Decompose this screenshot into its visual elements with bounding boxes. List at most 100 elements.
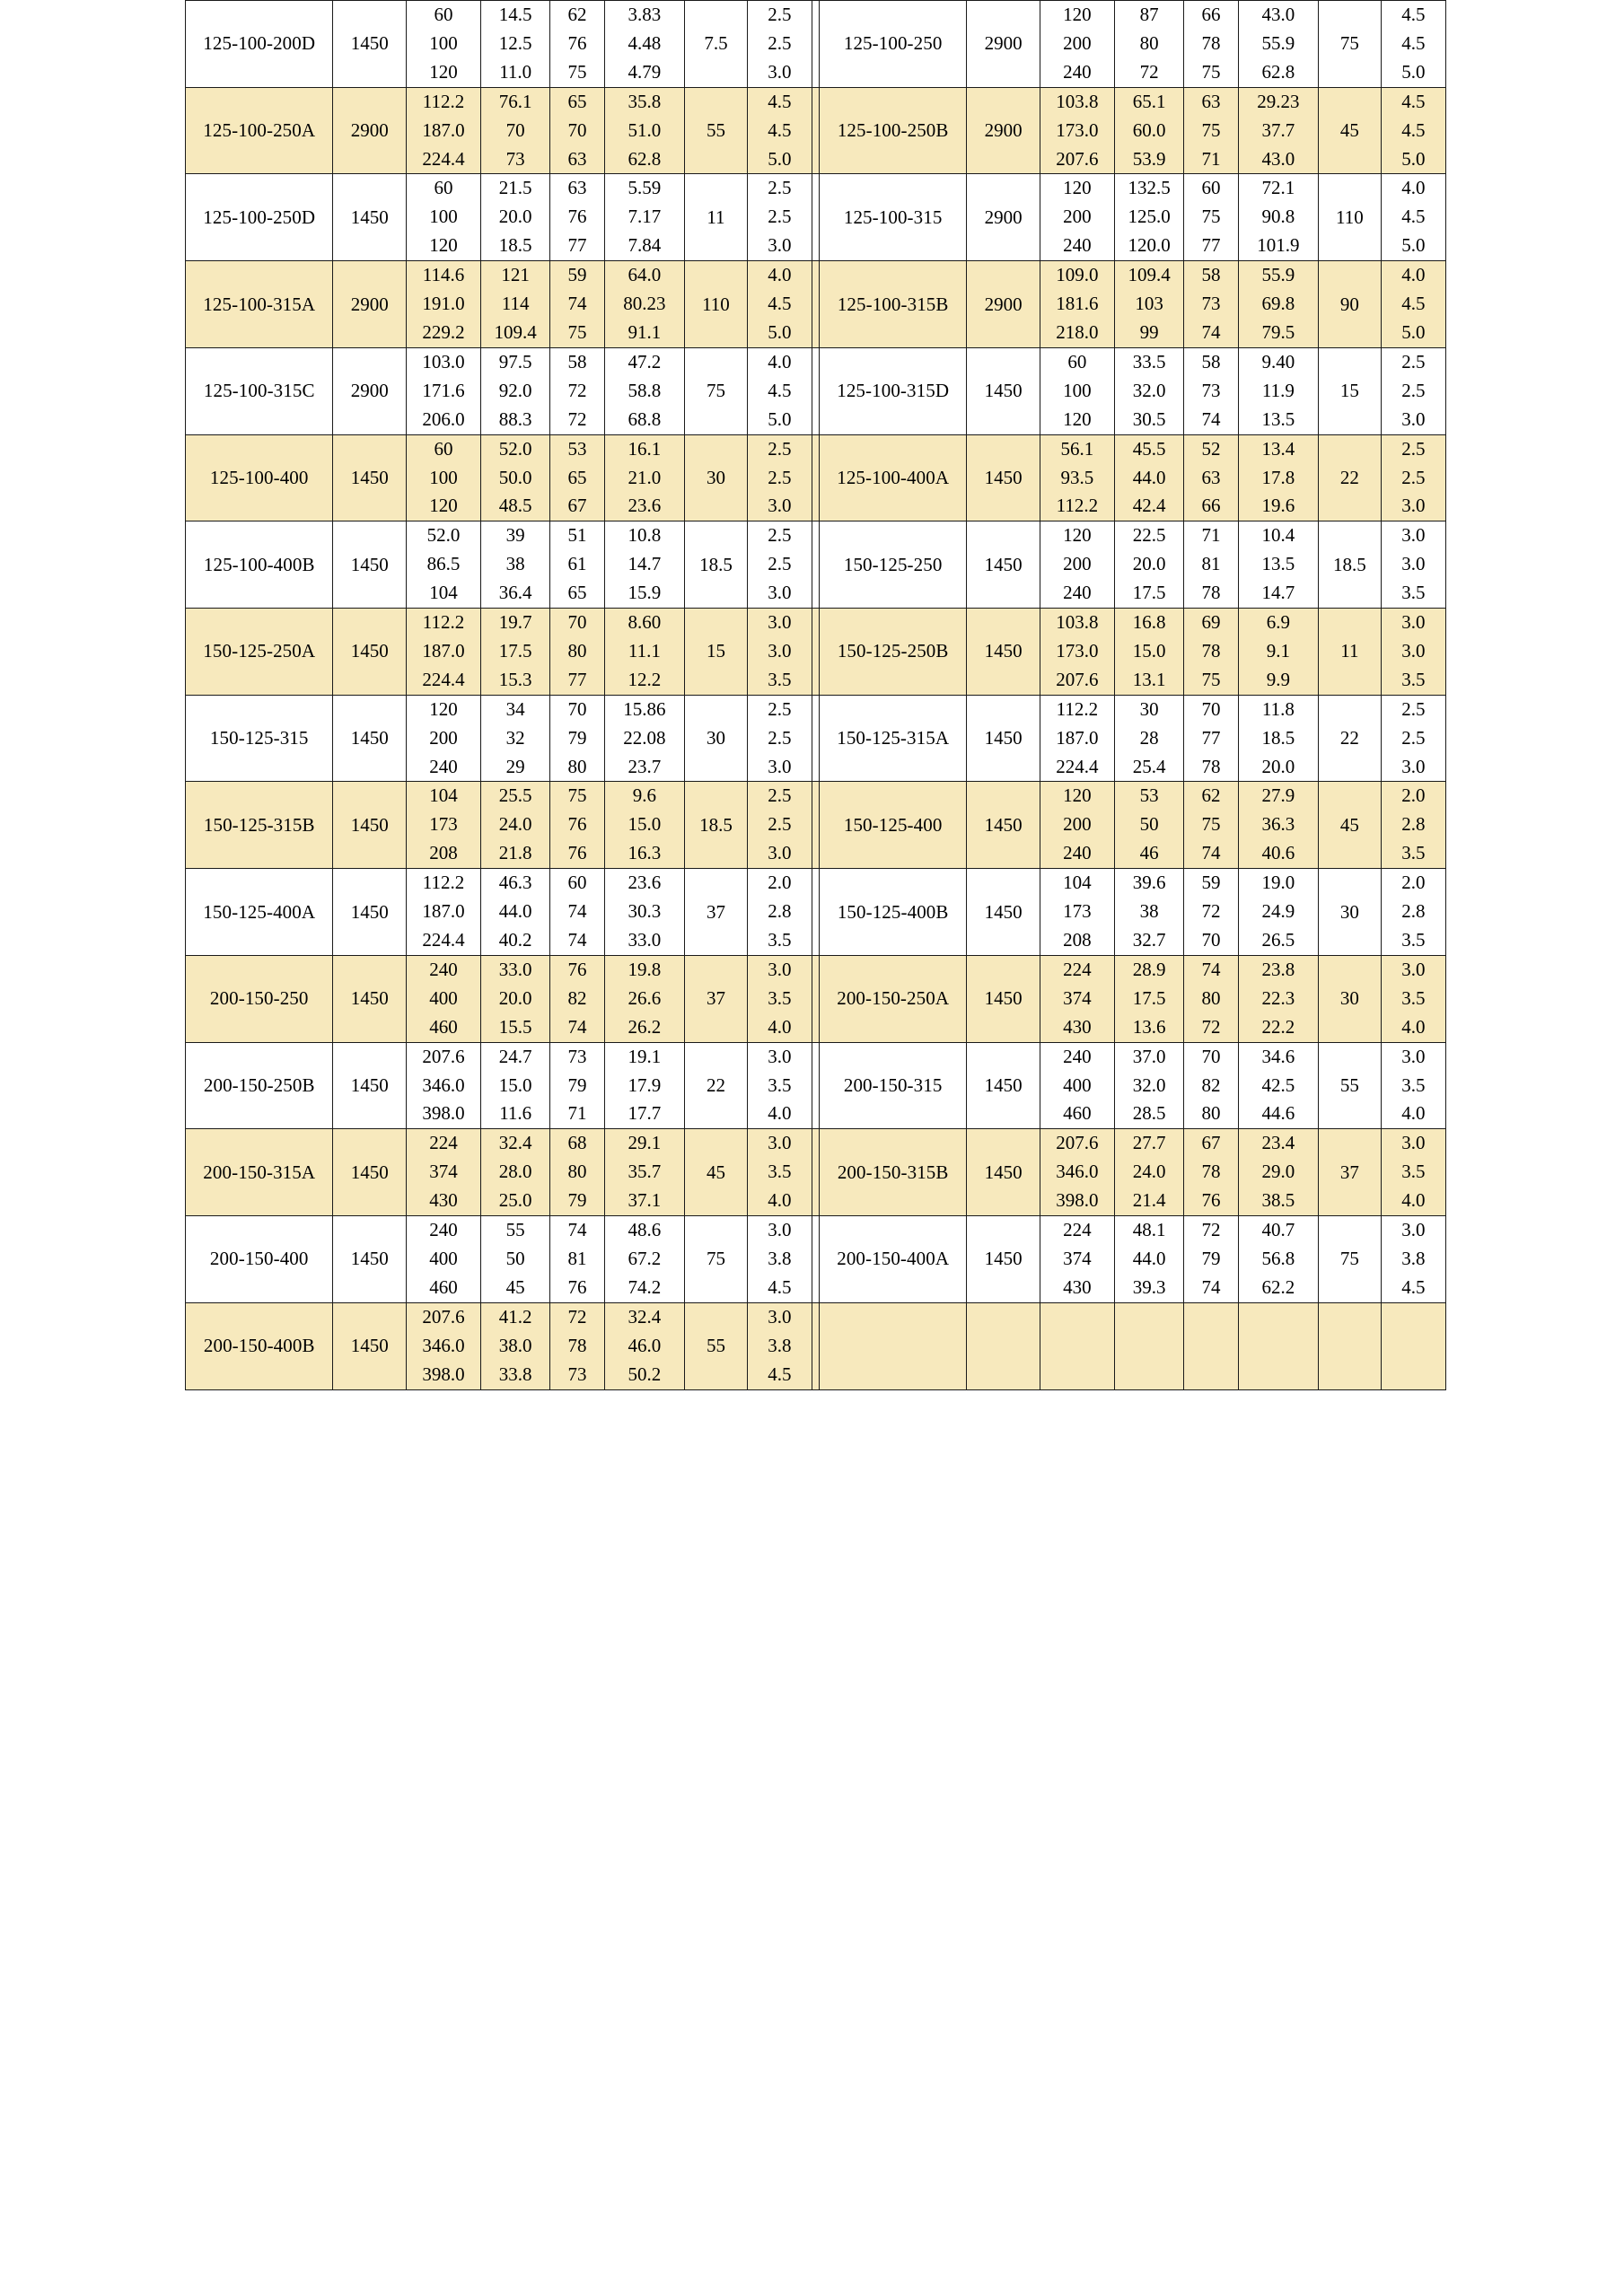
head-cell: 28.9 17.5 13.6 xyxy=(1113,954,1185,1043)
flow-rate-cell-value: 240 xyxy=(1063,582,1092,604)
pump-model-cell: 150-125-400A xyxy=(184,868,334,956)
head-cell: 37.0 32.0 28.5 xyxy=(1113,1041,1185,1130)
npsh-cell: 4.5 4.5 5.0 xyxy=(1380,0,1447,88)
head-cell-value: 53 xyxy=(1139,784,1159,807)
efficiency-cell-value: 78 xyxy=(1201,639,1221,662)
efficiency-cell-value: 65 xyxy=(567,582,587,604)
efficiency-cell: 69 78 75 xyxy=(1183,608,1239,696)
rotation-speed-cell: 1450 xyxy=(966,1215,1040,1303)
head-cell-value: 132.5 xyxy=(1128,177,1171,199)
flow-rate-cell: 120 200 240 xyxy=(1039,0,1115,88)
head-cell: 33.0 20.0 15.5 xyxy=(479,954,551,1043)
flow-rate-cell-value: 120 xyxy=(1063,524,1092,547)
head-cell-value: 12.5 xyxy=(498,31,532,54)
flow-rate-cell-value: 229.2 xyxy=(422,320,465,343)
half-separator xyxy=(811,434,820,522)
shaft-power-cell: 29.23 37.7 43.0 xyxy=(1237,86,1320,175)
shaft-power-cell: 35.8 51.0 62.8 xyxy=(603,86,686,175)
flow-rate-cell-value: 460 xyxy=(429,1015,458,1038)
flow-rate-cell: 120 200 240 xyxy=(1039,521,1115,609)
shaft-power-cell: 9.40 11.9 13.5 xyxy=(1237,346,1320,435)
head-cell-value: 53.9 xyxy=(1132,147,1166,170)
flow-rate-cell-value: 173 xyxy=(1063,900,1092,923)
flow-rate-cell-value: 112.2 xyxy=(1056,697,1099,720)
rotation-speed-cell: 1450 xyxy=(332,781,408,870)
flow-rate-cell: 114.6 191.0 229.2 xyxy=(406,260,481,348)
npsh-cell: 2.5 2.5 3.0 xyxy=(1380,346,1447,435)
rotation-speed-cell: 2900 xyxy=(966,86,1040,175)
flow-rate-cell-value: 430 xyxy=(1063,1015,1092,1038)
motor-power-cell: 75 xyxy=(1318,0,1382,88)
shaft-power-cell: 64.0 80.23 91.1 xyxy=(603,260,686,348)
flow-rate-cell-value: 240 xyxy=(429,1219,458,1241)
npsh-cell-value: 3.0 xyxy=(1401,495,1426,517)
efficiency-cell-value: 75 xyxy=(1201,118,1221,141)
pump-model-cell: 200-150-400 xyxy=(184,1215,334,1303)
efficiency-cell: 65 70 63 xyxy=(549,86,605,175)
efficiency-cell-value: 74 xyxy=(1201,407,1221,430)
efficiency-cell-value: 80 xyxy=(1201,1102,1221,1125)
efficiency-cell-value: 65 xyxy=(567,90,587,112)
efficiency-cell-value: 63 xyxy=(1201,466,1221,488)
npsh-cell-value: 5.0 xyxy=(1401,60,1426,83)
shaft-power-cell-value: 15.86 xyxy=(623,697,666,720)
shaft-power-cell: 3.83 4.48 4.79 xyxy=(603,0,686,88)
efficiency-cell-value: 68 xyxy=(567,1132,587,1154)
npsh-cell: 2.0 2.8 3.5 xyxy=(746,868,812,956)
head-cell-value xyxy=(1146,1303,1151,1332)
shaft-power-cell-value: 16.3 xyxy=(628,842,662,864)
half-separator xyxy=(811,86,820,175)
head-cell-value: 72 xyxy=(1139,60,1159,83)
shaft-power-cell: 15.86 22.08 23.7 xyxy=(603,694,686,783)
npsh-cell-value: 4.0 xyxy=(768,1015,792,1038)
motor-power-cell: 18.5 xyxy=(1318,521,1382,609)
shaft-power-cell-value: 20.0 xyxy=(1261,755,1295,777)
npsh-cell: 3.0 3.0 3.5 xyxy=(1380,608,1447,696)
shaft-power-cell-value: 90.8 xyxy=(1261,206,1295,228)
half-separator xyxy=(811,0,820,88)
npsh-cell: 3.0 3.5 4.0 xyxy=(746,954,812,1043)
npsh-cell-value: 3.5 xyxy=(768,986,792,1009)
head-cell-value: 50 xyxy=(1139,813,1159,836)
efficiency-cell-value: 62 xyxy=(567,4,587,25)
efficiency-cell-value: 52 xyxy=(1201,437,1221,460)
flow-rate-cell: 112.2 187.0 224.4 xyxy=(406,868,481,956)
table-body: 125-100-200D 1450 60 100 120 14.5 12.5 11.0 62 76… xyxy=(184,0,1447,1390)
flow-rate-cell-value: 218.0 xyxy=(1056,320,1099,343)
npsh-cell: 2.0 2.8 3.5 xyxy=(1380,868,1447,956)
npsh-cell-value: 2.5 xyxy=(1401,350,1426,372)
motor-power-cell: 11 xyxy=(1318,608,1382,696)
head-cell-value: 21.4 xyxy=(1132,1189,1166,1212)
flow-rate-cell-value: 374 xyxy=(429,1161,458,1183)
head-cell-value: 44.0 xyxy=(1132,1247,1166,1269)
efficiency-cell: 73 79 71 xyxy=(549,1041,605,1130)
flow-rate-cell: 104 173 208 xyxy=(406,781,481,870)
efficiency-cell-value: 75 xyxy=(1201,668,1221,690)
efficiency-cell: 62 76 75 xyxy=(549,0,605,88)
npsh-cell-value: 3.5 xyxy=(1401,582,1426,604)
shaft-power-cell: 19.0 24.9 26.5 xyxy=(1237,868,1320,956)
shaft-power-cell-value: 5.59 xyxy=(628,177,662,199)
rotation-speed-cell: 1450 xyxy=(966,868,1040,956)
npsh-cell: 3.0 3.5 4.0 xyxy=(1380,1128,1447,1217)
npsh-cell-value: 3.0 xyxy=(768,842,792,864)
efficiency-cell-value: 69 xyxy=(1201,611,1221,634)
efficiency-cell-value: 70 xyxy=(1201,929,1221,951)
head-cell: 34 32 29 xyxy=(479,694,551,783)
pump-model-cell: 200-150-400B xyxy=(184,1301,334,1390)
efficiency-cell-value: 75 xyxy=(1201,206,1221,228)
npsh-cell-value: 2.5 xyxy=(768,553,792,575)
flow-rate-cell: 240 400 460 xyxy=(406,1215,481,1303)
npsh-cell: 2.5 2.5 3.0 xyxy=(746,521,812,609)
shaft-power-cell: 34.6 42.5 44.6 xyxy=(1237,1041,1320,1130)
head-cell-value: 103 xyxy=(1135,293,1163,315)
head-cell-value: 13.1 xyxy=(1132,668,1166,690)
npsh-cell-value: 3.0 xyxy=(1401,407,1426,430)
head-cell-value: 15.5 xyxy=(498,1015,532,1038)
head-cell: 14.5 12.5 11.0 xyxy=(479,0,551,88)
shaft-power-cell-value: 35.7 xyxy=(628,1161,662,1183)
flow-rate-cell-value: 60 xyxy=(434,177,453,199)
efficiency-cell-value: 71 xyxy=(567,1102,587,1125)
flow-rate-cell-value: 173 xyxy=(429,813,458,836)
pump-model-cell: 125-100-250A xyxy=(184,86,334,175)
